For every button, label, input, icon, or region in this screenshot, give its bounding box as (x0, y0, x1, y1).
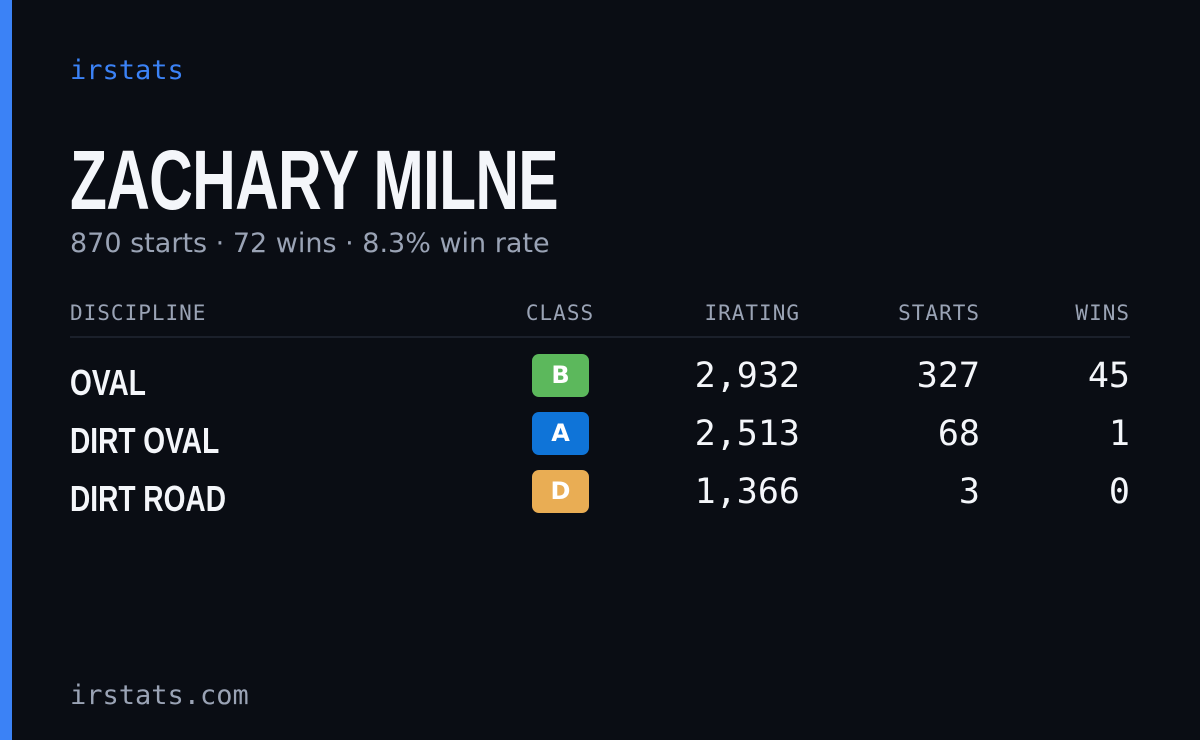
wins: 45 (1087, 356, 1130, 396)
header-rule (70, 336, 1130, 338)
header-cell: CLASS (525, 301, 595, 325)
starts: 327 (916, 356, 980, 396)
discipline: DIRT ROAD (70, 478, 226, 519)
footer: irstats.com (70, 680, 249, 711)
header-cell: IRATING (704, 301, 800, 325)
discipline: DIRT OVAL (70, 420, 220, 461)
header-cell: DISCIPLINE (70, 301, 207, 325)
class-badge: D (532, 470, 589, 513)
header-cell: STARTS (898, 301, 980, 325)
irating: 1,366 (694, 472, 800, 512)
starts: 3 (958, 472, 980, 512)
starts: 68 (937, 414, 980, 454)
class-badge: A (532, 412, 589, 455)
wins: 1 (1108, 414, 1130, 454)
header-cell: WINS (1075, 301, 1130, 325)
irating: 2,513 (694, 414, 800, 454)
accent-stripe (0, 0, 12, 740)
wins: 0 (1108, 472, 1130, 512)
summary: 870 starts · 72 wins · 8.3% win rate (70, 228, 550, 259)
discipline: OVAL (70, 362, 146, 403)
irating: 2,932 (694, 356, 800, 396)
class-badge: B (532, 354, 589, 397)
brand: irstats (70, 55, 184, 86)
player-name: ZACHARY MILNE (70, 133, 559, 227)
